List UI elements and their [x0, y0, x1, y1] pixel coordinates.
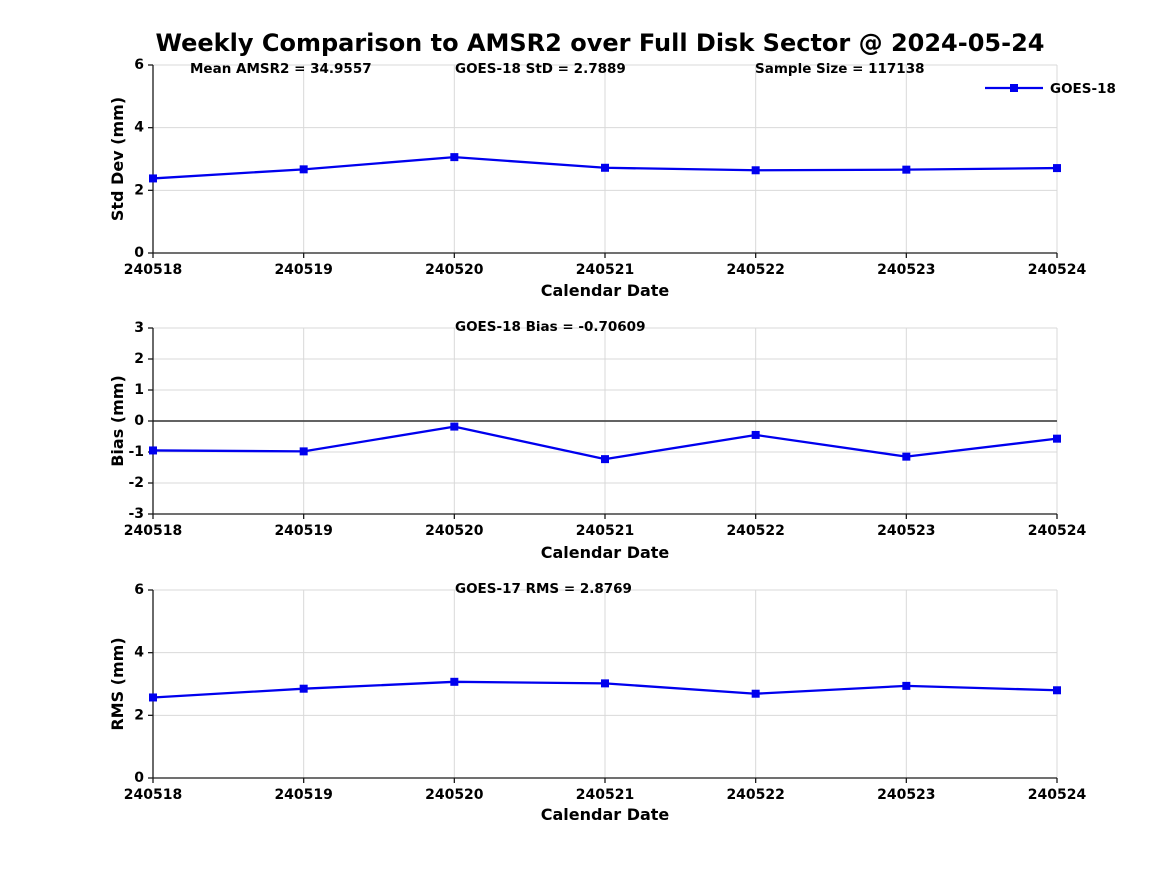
data-point-marker — [601, 163, 609, 172]
rms-y-axis-label: RMS (mm) — [108, 637, 127, 730]
data-point-marker — [149, 693, 157, 702]
y-tick-label: 0 — [134, 245, 144, 261]
bias-x-axis-label: Calendar Date — [541, 543, 670, 562]
annotation-goes18-bias: GOES-18 Bias = -0.70609 — [455, 319, 645, 335]
figure-title: Weekly Comparison to AMSR2 over Full Dis… — [156, 29, 1045, 57]
x-tick-label: 240518 — [124, 262, 182, 278]
y-tick-label: 2 — [134, 707, 144, 723]
x-tick-label: 240522 — [726, 523, 784, 539]
data-point-marker — [601, 679, 609, 688]
x-tick-label: 240522 — [726, 262, 784, 278]
data-point-marker — [450, 422, 459, 431]
x-tick-label: 240523 — [877, 523, 935, 539]
annotation-goes18-std: GOES-18 StD = 2.7889 — [455, 61, 626, 77]
x-tick-label: 240521 — [576, 523, 634, 539]
x-tick-label: 240524 — [1028, 787, 1087, 803]
data-point-marker — [601, 455, 609, 464]
x-tick-label: 240520 — [425, 787, 484, 803]
rms-plot-area: 240518 240519 240520 240521 240522 240523 2405… — [124, 582, 1087, 803]
data-point-marker — [751, 689, 760, 698]
y-tick-label: 6 — [134, 57, 144, 73]
std-dev-chart: 240518 240519 240520 240521 240522 240523 2405… — [108, 57, 1116, 300]
std-dev-x-axis-label: Calendar Date — [541, 281, 670, 300]
data-point-marker — [902, 452, 911, 461]
x-tick-label: 240519 — [274, 787, 332, 803]
y-tick-label: -2 — [128, 475, 144, 491]
x-tick-label: 240521 — [576, 787, 634, 803]
y-tick-label: 6 — [134, 582, 144, 598]
bias-plot-area: 240518 240519 240520 240521 240522 240523 2405… — [124, 320, 1087, 539]
data-point-marker — [299, 684, 308, 693]
annotation-sample-size: Sample Size = 117138 — [755, 61, 924, 77]
x-tick-label: 240518 — [124, 523, 182, 539]
x-tick-label: 240524 — [1028, 262, 1087, 278]
y-tick-label: 4 — [134, 120, 144, 136]
data-point-marker — [299, 165, 308, 174]
y-tick-label: 2 — [134, 182, 144, 198]
legend-label: GOES-18 — [1050, 81, 1116, 97]
x-tick-label: 240524 — [1028, 523, 1087, 539]
x-tick-label: 240519 — [274, 262, 332, 278]
std-dev-plot-area: 240518 240519 240520 240521 240522 240523 2405… — [124, 57, 1087, 278]
data-point-marker — [450, 153, 459, 162]
x-tick-label: 240521 — [576, 262, 634, 278]
x-tick-label: 240523 — [877, 262, 935, 278]
std-dev-y-axis-label: Std Dev (mm) — [108, 97, 127, 221]
data-point-marker — [149, 446, 157, 455]
y-tick-label: 1 — [134, 382, 144, 398]
annotation-goes17-rms: GOES-17 RMS = 2.8769 — [455, 581, 632, 597]
y-tick-label: 2 — [134, 351, 144, 367]
legend: GOES-18 — [985, 81, 1116, 97]
x-tick-label: 240520 — [425, 523, 484, 539]
data-point-marker — [149, 174, 157, 183]
data-point-marker — [1053, 686, 1061, 695]
x-tick-label: 240518 — [124, 787, 182, 803]
y-tick-label: 3 — [134, 320, 144, 336]
y-tick-label: -3 — [128, 506, 144, 522]
data-point-marker — [751, 166, 760, 175]
x-tick-label: 240519 — [274, 523, 332, 539]
y-tick-label: 0 — [134, 413, 144, 429]
data-point-marker — [1053, 434, 1061, 443]
annotation-mean-amsr2: Mean AMSR2 = 34.9557 — [190, 61, 372, 77]
rms-chart: 240518 240519 240520 240521 240522 240523 2405… — [108, 581, 1086, 824]
rms-x-axis-label: Calendar Date — [541, 805, 670, 824]
y-tick-label: -1 — [128, 444, 144, 460]
y-tick-label: 4 — [134, 645, 144, 661]
legend-marker — [1010, 84, 1018, 92]
bias-chart: 240518 240519 240520 240521 240522 240523 2405… — [108, 319, 1086, 562]
x-tick-label: 240520 — [425, 262, 484, 278]
bias-y-axis-label: Bias (mm) — [108, 375, 127, 467]
data-point-marker — [450, 677, 459, 686]
data-point-marker — [902, 681, 911, 690]
x-tick-label: 240522 — [726, 787, 784, 803]
y-tick-label: 0 — [134, 770, 144, 786]
data-point-marker — [299, 447, 308, 456]
data-point-marker — [1053, 164, 1061, 173]
x-tick-label: 240523 — [877, 787, 935, 803]
data-point-marker — [902, 165, 911, 174]
data-point-marker — [751, 430, 760, 439]
